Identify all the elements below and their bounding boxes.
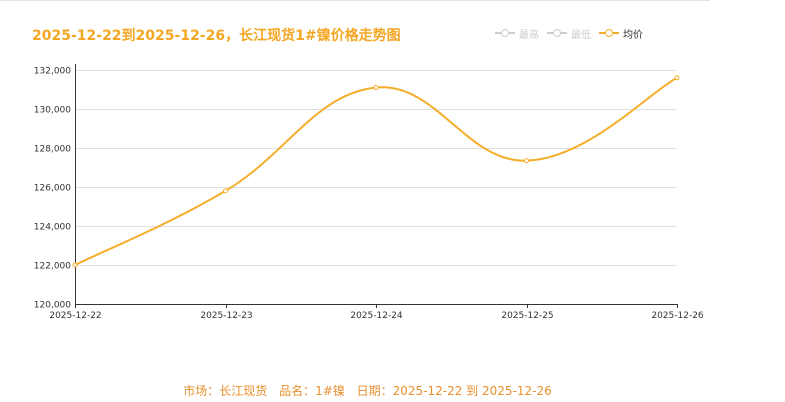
y-tick-label: 128,000 (34, 145, 71, 155)
legend-label-high: 最高 (519, 29, 539, 41)
legend-line-circle-icon (547, 28, 567, 38)
footer-product: 品名：1#镍 (279, 384, 345, 398)
legend-label-avg: 均价 (623, 29, 643, 41)
data-point (524, 158, 529, 164)
legend-line-circle-icon (599, 28, 619, 38)
y-tick-label: 126,000 (34, 184, 71, 194)
data-point (674, 75, 680, 81)
x-tick-label: 2025-12-26 (651, 311, 704, 321)
y-tick-label: 124,000 (34, 223, 71, 233)
footer-info: 市场：长江现货 品名：1#镍 日期：2025-12-22 到 2025-12-2… (0, 382, 735, 399)
x-tick-label: 2025-12-24 (350, 311, 403, 321)
y-tick-label: 132,000 (34, 67, 71, 77)
footer-market: 市场：长江现货 (183, 384, 268, 398)
data-point (373, 85, 379, 91)
x-tick-label: 2025-12-22 (49, 311, 101, 321)
data-point (223, 188, 228, 194)
legend-line-circle-icon (495, 28, 515, 38)
y-tick-label: 120,000 (34, 301, 71, 311)
chart-title: 2025-12-22到2025-12-26，长江现货1#镍价格走势图 (32, 28, 401, 44)
legend-item-low[interactable]: 最低 (547, 26, 591, 41)
footer-date: 日期：2025-12-22 到 2025-12-26 (356, 384, 552, 398)
y-tick-label: 122,000 (34, 262, 71, 272)
data-point (72, 262, 78, 268)
legend: 最高 最低 均价 (495, 25, 643, 41)
legend-label-low: 最低 (571, 29, 591, 41)
y-tick-label: 130,000 (34, 106, 71, 116)
legend-item-avg[interactable]: 均价 (599, 26, 643, 41)
top-divider (0, 0, 710, 1)
series-line-avg (74, 76, 678, 266)
x-tick-label: 2025-12-23 (200, 311, 252, 321)
x-tick-label: 2025-12-25 (501, 311, 553, 321)
legend-item-high[interactable]: 最高 (495, 26, 539, 41)
